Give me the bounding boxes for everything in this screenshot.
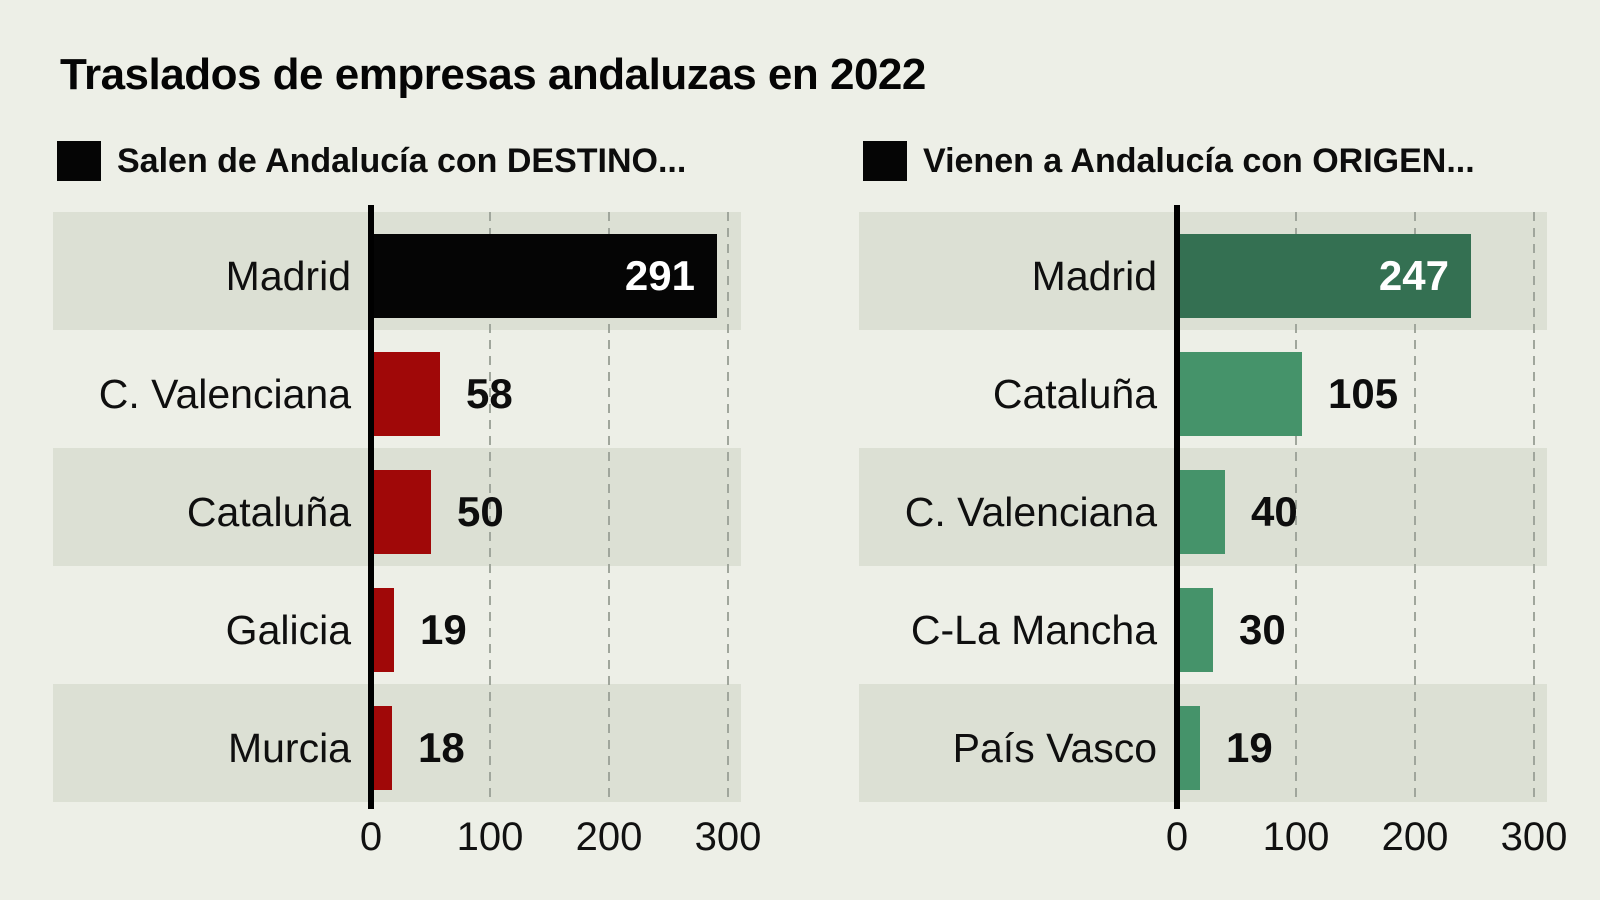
chart-row: C-La Mancha 30: [859, 566, 1547, 684]
category-label: Madrid: [225, 252, 351, 299]
bar: [371, 706, 392, 790]
category-label: País Vasco: [952, 724, 1157, 771]
gridline: [608, 212, 610, 802]
bar: [1177, 706, 1200, 790]
x-tick-label: 300: [694, 815, 762, 859]
legend-label: Salen de Andalucía con DESTINO...: [117, 141, 687, 180]
axis-zero-line: [1174, 205, 1180, 809]
chart-row: Madrid 291: [53, 212, 741, 330]
gridline: [727, 212, 729, 802]
x-tick-label: 0: [359, 815, 383, 859]
gridline: [1295, 212, 1297, 802]
gridline: [1533, 212, 1535, 802]
chart-row: Cataluña 50: [53, 448, 741, 566]
x-tick-label: 200: [1381, 815, 1449, 859]
category-label: Cataluña: [186, 488, 351, 535]
value-label: 19: [1226, 724, 1273, 771]
gridline: [1414, 212, 1416, 802]
category-label: Galicia: [225, 606, 351, 653]
chart-row: Galicia 19: [53, 566, 741, 684]
chart-vienen: Vienen a Andalucía con ORIGEN... Madrid 2…: [859, 0, 1600, 900]
chart-row: Murcia 18: [53, 684, 741, 802]
x-tick-label: 100: [1262, 815, 1330, 859]
x-tick-label: 100: [456, 815, 524, 859]
x-tick-label: 300: [1500, 815, 1568, 859]
value-label: 247: [1378, 252, 1449, 299]
value-label: 30: [1239, 606, 1286, 653]
bar: [371, 588, 394, 672]
plot-area-vienen: Madrid 247 Cataluña 105 C. Valenciana 40 C-La …: [859, 205, 1547, 809]
value-label: 58: [466, 370, 513, 417]
legend-vienen: Vienen a Andalucía con ORIGEN...: [863, 141, 1475, 181]
category-label: C. Valenciana: [98, 370, 351, 417]
value-label: 105: [1328, 370, 1399, 417]
x-axis-vienen: 0 100 200 300: [859, 815, 1568, 863]
bar: [1177, 470, 1225, 554]
legend-swatch-icon: [57, 141, 101, 181]
x-axis-salen: 0 100 200 300: [53, 815, 762, 863]
bar: [371, 352, 440, 436]
chart-row: Cataluña 105: [859, 330, 1547, 448]
category-label: Murcia: [227, 724, 351, 771]
bar: [1177, 588, 1213, 672]
category-label: C. Valenciana: [904, 488, 1157, 535]
bar: [371, 470, 431, 554]
category-label: Madrid: [1031, 252, 1157, 299]
category-label: Cataluña: [992, 370, 1157, 417]
chart-row: C. Valenciana 40: [859, 448, 1547, 566]
legend-salen: Salen de Andalucía con DESTINO...: [57, 141, 686, 181]
chart-salen: Salen de Andalucía con DESTINO... Madrid…: [53, 0, 801, 900]
legend-label: Vienen a Andalucía con ORIGEN...: [923, 141, 1475, 180]
bar: 247: [1177, 234, 1471, 318]
x-tick-label: 0: [1165, 815, 1189, 859]
bar: 291: [371, 234, 717, 318]
chart-row: País Vasco 19: [859, 684, 1547, 802]
x-tick-label: 200: [575, 815, 643, 859]
bar: [1177, 352, 1302, 436]
axis-zero-line: [368, 205, 374, 809]
page-title: Traslados de empresas andaluzas en 2022: [60, 50, 926, 99]
value-label: 40: [1251, 488, 1298, 535]
value-label: 291: [624, 252, 695, 299]
value-label: 19: [420, 606, 467, 653]
value-label: 50: [457, 488, 504, 535]
chart-row: C. Valenciana 58: [53, 330, 741, 448]
legend-swatch-icon: [863, 141, 907, 181]
gridline: [489, 212, 491, 802]
value-label: 18: [418, 724, 465, 771]
plot-area-salen: Madrid 291 C. Valenciana 58 Cataluña 50 Galici…: [53, 205, 741, 809]
category-label: C-La Mancha: [910, 606, 1157, 653]
chart-row: Madrid 247: [859, 212, 1547, 330]
